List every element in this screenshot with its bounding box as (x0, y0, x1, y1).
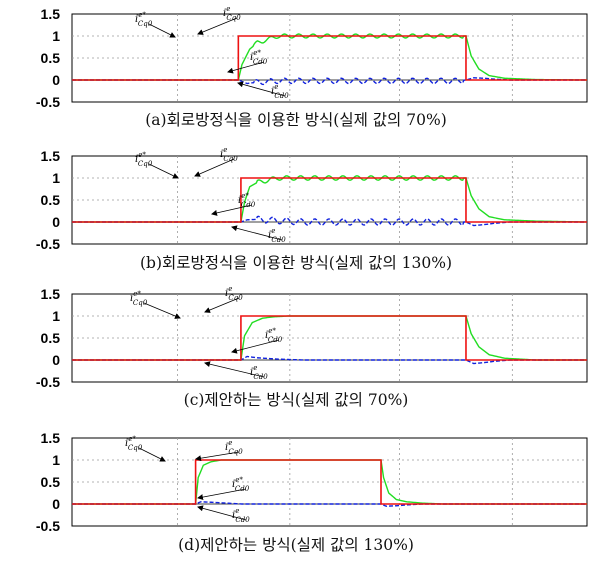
annotation-label: ie Cd0 (232, 507, 250, 524)
annotation-label: ie Cd0 (271, 83, 289, 100)
annotation-arrow (194, 158, 235, 177)
annotation-arrow (231, 225, 283, 241)
y-tick-label: 1 (52, 170, 60, 186)
y-tick-label: -0.5 (36, 236, 60, 252)
annotation-arrow (148, 163, 179, 179)
annotation-arrow (197, 17, 238, 35)
annotation-arrow (197, 488, 247, 501)
y-tick-label: 0 (52, 214, 60, 230)
panel-d: 1.5 1 0.5 0 -0.5 ie* Cq0 ie Cq0 ie* Cd0 ie Cd0 (d)제안하… (36, 430, 588, 554)
y-tick-label: 0.5 (41, 50, 61, 66)
annotation-label: ie* Cq0 (135, 11, 153, 28)
y-tick-label: 0 (52, 496, 60, 512)
panel-c: 1.5 1 0.5 0 -0.5 ie* Cq0 ie Cq0 ie* Cd0 ie Cd0 (c)제안하… (36, 285, 588, 409)
y-tick-label: -0.5 (36, 374, 60, 390)
y-tick-label: 0 (52, 352, 60, 368)
panel-caption: (b)회로방정식을 이용한 방식(실제 값의 130%) (140, 254, 452, 272)
annotation-arrow (227, 61, 265, 74)
annotation-label: ie Cq0 (220, 146, 238, 163)
y-tick-label: 0.5 (41, 192, 61, 208)
annotation-arrow (148, 23, 176, 38)
annotation-label: ie* Cd0 (265, 327, 283, 344)
plot-frame (71, 155, 588, 245)
annotation-label: ie* Cq0 (135, 151, 153, 168)
y-tick-label: 1 (52, 452, 60, 468)
reference-q-series (72, 459, 587, 505)
panel-caption: (a)회로방정식을 이용한 방식(실제 값의 70%) (145, 111, 447, 129)
plot-frame (71, 437, 588, 527)
panel-caption: (c)제안하는 방식(실제 값의 70%) (184, 391, 409, 409)
panel-caption: (d)제안하는 방식(실제 값의 130%) (178, 536, 414, 554)
annotation-arrow (197, 505, 247, 521)
panel-b: 1.5 1 0.5 0 -0.5 ie* Cq0 ie Cq0 ie* Cd0 ie Cd0 (b)회로방… (36, 146, 588, 272)
annotation-label: ie Cq0 (225, 439, 243, 456)
annotation-label: ie Cq0 (225, 285, 243, 302)
annotation-label: ie* Cd0 (238, 192, 256, 209)
annotation-label: ie Cd0 (250, 364, 268, 381)
y-tick-label: -0.5 (36, 94, 60, 110)
annotation-arrow (143, 302, 181, 319)
annotation-label: ie Cq0 (223, 5, 241, 22)
y-tick-label: 1 (52, 28, 60, 44)
reference-q-series (72, 315, 587, 361)
annotation-arrow (195, 451, 240, 462)
y-tick-label: 1 (52, 308, 60, 324)
annotation-label: ie* Cd0 (232, 476, 250, 493)
y-tick-label: 1.5 (41, 286, 61, 302)
annotation-arrow (237, 81, 286, 97)
annotation-label: ie Cd0 (268, 227, 286, 244)
reference-q-series (72, 35, 587, 81)
annotation-label: ie* Cq0 (125, 435, 143, 452)
y-tick-label: 0.5 (41, 330, 61, 346)
annotation-label: ie* Cd0 (250, 49, 268, 66)
y-tick-label: 1.5 (41, 6, 61, 22)
annotation-label: ie* Cq0 (130, 290, 148, 307)
y-tick-label: 0 (52, 72, 60, 88)
reference-q-series (72, 177, 587, 223)
y-tick-label: 1.5 (41, 148, 61, 164)
annotation-arrow (204, 361, 265, 378)
y-tick-label: -0.5 (36, 518, 60, 534)
annotation-arrow (231, 339, 280, 354)
y-tick-label: 0.5 (41, 474, 61, 490)
y-tick-label: 1.5 (41, 430, 61, 446)
annotation-arrow (138, 447, 166, 462)
annotation-arrow (204, 297, 240, 313)
annotation-arrow (211, 204, 253, 216)
plot-frame (71, 293, 588, 383)
